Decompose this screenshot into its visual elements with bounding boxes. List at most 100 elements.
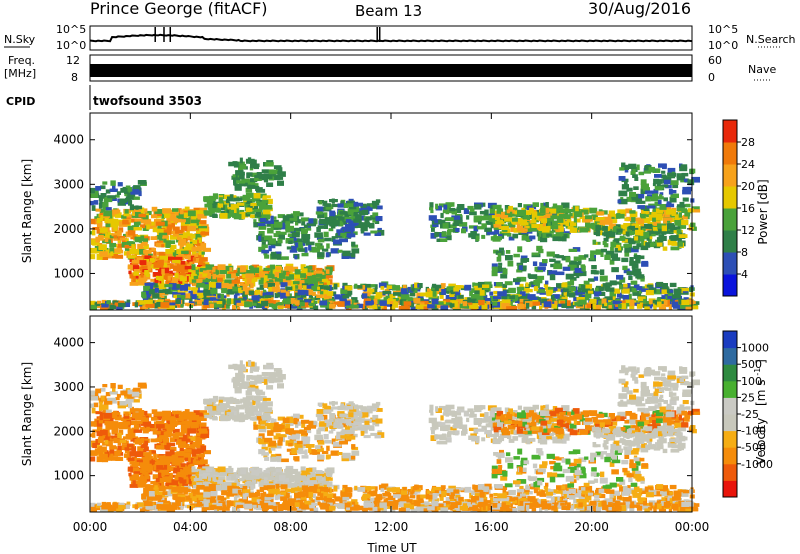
power-cell [298, 248, 305, 252]
power-cell [180, 304, 184, 308]
power-cell [247, 205, 253, 210]
velocity-cell [133, 424, 140, 430]
power-cell [468, 225, 478, 229]
power-cell [297, 241, 303, 248]
velocity-cell [307, 474, 312, 478]
power-cell [579, 215, 586, 219]
power-cell [443, 204, 448, 210]
velocity-cell [97, 437, 104, 444]
power-cell [297, 219, 301, 224]
power-cell [247, 184, 256, 189]
power-cell [685, 306, 693, 310]
power-cell [661, 295, 666, 299]
power-cell [242, 274, 247, 279]
power-cell [163, 253, 173, 258]
power-cell [110, 180, 116, 186]
power-cell [155, 242, 165, 248]
power-cell [497, 219, 503, 225]
power-cell [312, 291, 316, 296]
velocity-cell [199, 422, 207, 427]
power-cell [114, 212, 122, 218]
power-cell [161, 268, 165, 275]
power-cell [155, 275, 160, 280]
power-cell [552, 294, 558, 300]
power-cell [164, 288, 173, 295]
velocity-cell [128, 472, 132, 477]
power-cell [107, 195, 116, 200]
power-cell [649, 302, 656, 307]
power-cell [171, 277, 178, 283]
power-cell [470, 231, 477, 235]
power-cell [101, 299, 107, 305]
power-cell [272, 269, 282, 274]
power-cell [629, 305, 635, 310]
power-cell [511, 220, 519, 225]
power-cell [261, 199, 269, 204]
power-cell [611, 253, 617, 259]
power-cell [441, 285, 445, 290]
power-cell [301, 252, 309, 257]
power-cell [605, 250, 615, 257]
power-cell [553, 263, 563, 270]
power-cell [629, 302, 635, 307]
power-cell [431, 295, 435, 302]
power-cell [332, 239, 342, 245]
power-cell [266, 303, 274, 308]
power-cell [550, 230, 554, 234]
power-cell [275, 266, 283, 271]
freq-label: Freq. [8, 54, 35, 67]
power-cell [121, 215, 127, 219]
power-cell [522, 228, 528, 232]
power-cell [553, 287, 558, 291]
power-cell [127, 230, 136, 236]
power-cell [267, 283, 275, 289]
power-cell [629, 260, 637, 266]
power-cell [635, 274, 645, 279]
power-cell [162, 289, 168, 293]
power-cell [532, 301, 541, 306]
power-cell [147, 265, 152, 271]
velocity-cell [152, 424, 158, 430]
power-cell [113, 226, 118, 232]
velocity-cell [258, 481, 265, 487]
power-cell [537, 266, 546, 270]
power-cell [621, 288, 630, 294]
power-cell [627, 286, 634, 292]
velocity-cell [165, 451, 174, 458]
power-cell [346, 233, 356, 238]
power-cell [98, 217, 104, 221]
power-cell [656, 237, 664, 243]
power-cell [641, 260, 649, 266]
power-cell [374, 284, 378, 290]
power-cell [218, 195, 224, 199]
power-cell [483, 214, 493, 221]
power-cell [109, 198, 117, 201]
power-cell [644, 306, 650, 310]
power-cell [166, 224, 172, 231]
power-cell [189, 305, 193, 308]
power-cell [179, 273, 187, 277]
power-cell [400, 294, 410, 300]
power-cell [95, 208, 101, 212]
power-cell [409, 302, 415, 308]
power-cell [178, 240, 187, 245]
power-cell [590, 270, 597, 275]
power-cell [640, 183, 649, 190]
power-cell [275, 241, 282, 247]
power-cell [638, 171, 645, 176]
velocity-cell [140, 410, 145, 416]
colorbar-segment [723, 142, 737, 165]
power-cell [492, 301, 498, 306]
power-cell [245, 212, 251, 217]
power-cell [365, 300, 374, 306]
velocity-cell [300, 475, 306, 480]
velocity-data [90, 360, 701, 512]
velocity-cell [109, 421, 119, 426]
power-cell [449, 296, 457, 301]
power-cell [158, 270, 163, 276]
colorbar-segment [723, 252, 737, 275]
power-cell [662, 246, 668, 251]
power-cell [656, 241, 663, 247]
power-cell [279, 273, 286, 279]
